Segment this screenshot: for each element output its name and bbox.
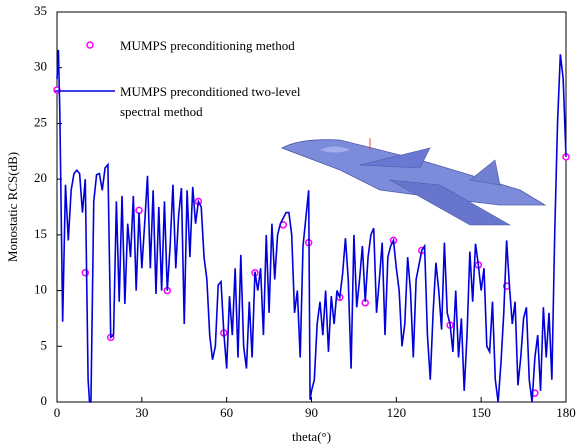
x-tick-label: 90 <box>305 405 318 420</box>
legend-marker <box>87 42 93 48</box>
chart: 0 30 60 90 120 150 180 0 5 10 15 20 25 30 35 theta(°) Mo… <box>0 0 577 448</box>
y-tick-label: 10 <box>34 282 47 297</box>
x-tick-label: 30 <box>135 405 148 420</box>
legend-label: MUMPS preconditioning method <box>120 36 295 56</box>
data-point <box>136 207 142 213</box>
x-tick-label: 0 <box>54 405 61 420</box>
y-tick-label: 30 <box>34 59 47 74</box>
x-tick-label: 120 <box>387 405 407 420</box>
aircraft-illustration <box>282 138 545 225</box>
x-tick-label: 150 <box>471 405 491 420</box>
x-tick-label: 180 <box>556 405 576 420</box>
y-tick-label: 5 <box>41 337 48 352</box>
legend-label: MUMPS preconditioned two-level spectral … <box>120 82 320 122</box>
y-tick-label: 15 <box>34 226 47 241</box>
y-tick-label: 25 <box>34 114 47 129</box>
y-tick-label: 35 <box>34 3 47 18</box>
y-tick-label: 0 <box>41 393 48 408</box>
y-tick-label: 20 <box>34 170 47 185</box>
x-tick-label: 60 <box>220 405 233 420</box>
y-axis-label: Monostatic RCS(dB) <box>5 152 20 262</box>
page: 0 30 60 90 120 150 180 0 5 10 15 20 25 30 35 theta(°) Mo… <box>0 0 577 448</box>
x-axis-label: theta(°) <box>292 429 331 444</box>
